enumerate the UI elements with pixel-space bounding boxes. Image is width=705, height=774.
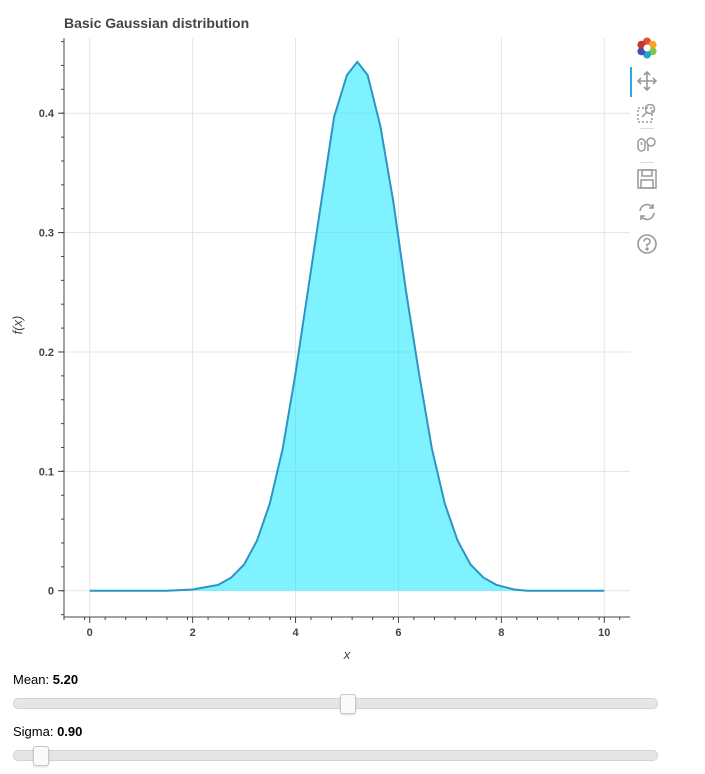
mean-slider-handle[interactable] xyxy=(340,694,357,714)
toolbar-separator xyxy=(640,162,654,163)
y-tick-label: 0.2 xyxy=(39,347,54,359)
mean-slider-title: Mean: 5.20 xyxy=(13,671,658,689)
sigma-slider-title: Sigma: 0.90 xyxy=(13,723,658,741)
x-tick-label: 2 xyxy=(190,627,196,639)
y-tick-label: 0 xyxy=(48,586,54,598)
y-tick-label: 0.4 xyxy=(39,108,55,120)
x-tick-label: 8 xyxy=(498,627,504,639)
mean-slider-value: 5.20 xyxy=(52,672,79,687)
x-tick-label: 10 xyxy=(598,627,610,639)
y-axis-label: f(x) xyxy=(10,316,25,335)
bokeh-logo-icon[interactable] xyxy=(634,35,660,61)
y-tick-label: 0.1 xyxy=(39,466,54,478)
x-tick-label: 6 xyxy=(395,627,401,639)
area-fill xyxy=(89,61,605,591)
sigma-slider[interactable] xyxy=(13,746,658,766)
box-zoom-icon[interactable] xyxy=(634,100,660,126)
sigma-slider-label: Sigma: xyxy=(13,724,58,739)
chart: Basic Gaussian distribution 0 2 4 6 8 1000.10… xyxy=(10,15,630,662)
x-axis-label: x xyxy=(343,647,351,662)
chart-title: Basic Gaussian distribution xyxy=(64,15,249,31)
x-tick-label: 4 xyxy=(292,627,299,639)
toolbar-separator xyxy=(640,128,654,129)
mean-slider[interactable] xyxy=(13,694,658,714)
sigma-slider-handle[interactable] xyxy=(33,746,50,766)
x-tick-label: 0 xyxy=(87,627,93,639)
pan-icon[interactable] xyxy=(634,68,660,94)
sigma-slider-group: Sigma: 0.90 xyxy=(13,723,658,766)
help-icon[interactable] xyxy=(634,231,660,257)
sigma-slider-value: 0.90 xyxy=(57,724,83,739)
active-tool-indicator xyxy=(630,67,632,97)
reset-icon[interactable] xyxy=(634,199,660,225)
density-line xyxy=(89,60,605,592)
mean-slider-label: Mean: xyxy=(13,672,53,687)
save-icon[interactable] xyxy=(634,166,660,192)
axes: 0 2 4 6 8 10 0 0.1 0.2 0.3 0.4 xyxy=(39,38,630,639)
y-tick-label: 0.3 xyxy=(39,228,54,240)
wheel-zoom-icon[interactable] xyxy=(634,132,660,158)
plot-area xyxy=(89,60,605,592)
mean-slider-group: Mean: 5.20 xyxy=(13,671,658,714)
